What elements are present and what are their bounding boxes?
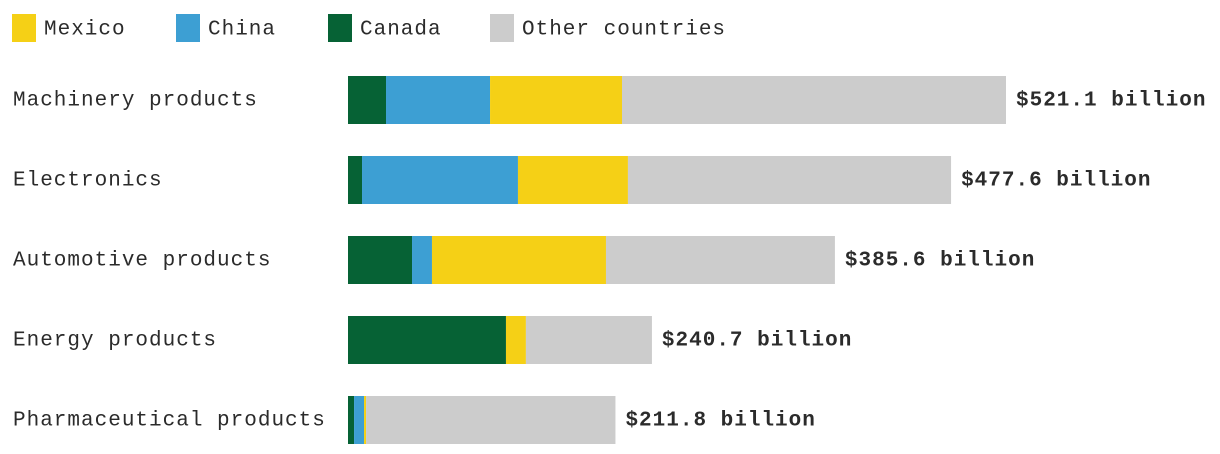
category-label: Electronics xyxy=(13,170,163,193)
total-label: $240.7 billion xyxy=(662,330,852,353)
total-label: $477.6 billion xyxy=(961,170,1151,193)
legend-label: China xyxy=(208,19,276,42)
category-label: Energy products xyxy=(13,330,217,353)
bar-segment xyxy=(412,236,432,284)
bar-segment xyxy=(505,316,526,364)
bar-segment xyxy=(348,236,413,284)
category-label: Automotive products xyxy=(13,250,271,273)
bar-segment xyxy=(622,76,1006,124)
legend-label: Canada xyxy=(360,19,442,42)
total-label: $385.6 billion xyxy=(845,250,1035,273)
legend-label: Other countries xyxy=(522,19,726,42)
category-label: Pharmaceutical products xyxy=(13,410,326,433)
bar-segment xyxy=(362,156,518,204)
bar-segment xyxy=(348,396,355,444)
legend-swatch xyxy=(490,14,514,42)
legend-swatch xyxy=(176,14,200,42)
bar-segment xyxy=(348,76,387,124)
bar-segment xyxy=(354,396,365,444)
bar-segment xyxy=(605,236,835,284)
bar-segment xyxy=(364,396,367,444)
legend-label: Mexico xyxy=(44,19,126,42)
bar-segment xyxy=(627,156,952,204)
bar-segment xyxy=(348,156,363,204)
bar-segment xyxy=(348,316,506,364)
bar-segment xyxy=(525,316,652,364)
category-label: Machinery products xyxy=(13,90,258,113)
bar-segment xyxy=(431,236,606,284)
bar-segment xyxy=(490,76,623,124)
bar-segment xyxy=(517,156,628,204)
total-label: $211.8 billion xyxy=(625,410,815,433)
bar-segment xyxy=(386,76,491,124)
bar-segment xyxy=(366,396,616,444)
legend-swatch xyxy=(12,14,36,42)
total-label: $521.1 billion xyxy=(1016,90,1206,113)
legend-swatch xyxy=(328,14,352,42)
